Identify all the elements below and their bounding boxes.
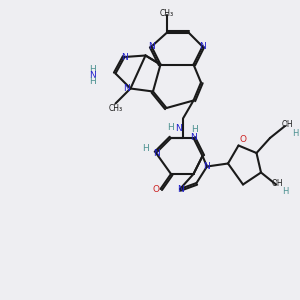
Text: CH₃: CH₃ bbox=[108, 103, 123, 112]
Text: N: N bbox=[199, 42, 206, 51]
Text: H: H bbox=[282, 188, 288, 196]
Text: H: H bbox=[90, 77, 96, 86]
Text: N: N bbox=[124, 84, 130, 93]
Text: N: N bbox=[175, 124, 182, 133]
Text: N: N bbox=[190, 134, 197, 142]
Text: H: H bbox=[90, 64, 96, 74]
Text: H: H bbox=[192, 124, 198, 134]
Text: N: N bbox=[121, 52, 128, 62]
Text: N: N bbox=[153, 148, 159, 158]
Text: N: N bbox=[204, 162, 210, 171]
Text: N: N bbox=[177, 184, 183, 194]
Text: H: H bbox=[142, 144, 149, 153]
Text: H: H bbox=[168, 123, 174, 132]
Text: O: O bbox=[152, 184, 160, 194]
Text: N: N bbox=[90, 70, 96, 80]
Text: O: O bbox=[239, 135, 247, 144]
Text: OH: OH bbox=[272, 178, 283, 188]
Text: CH₃: CH₃ bbox=[159, 9, 174, 18]
Text: N: N bbox=[148, 42, 155, 51]
Text: OH: OH bbox=[282, 120, 293, 129]
Text: H: H bbox=[292, 129, 299, 138]
